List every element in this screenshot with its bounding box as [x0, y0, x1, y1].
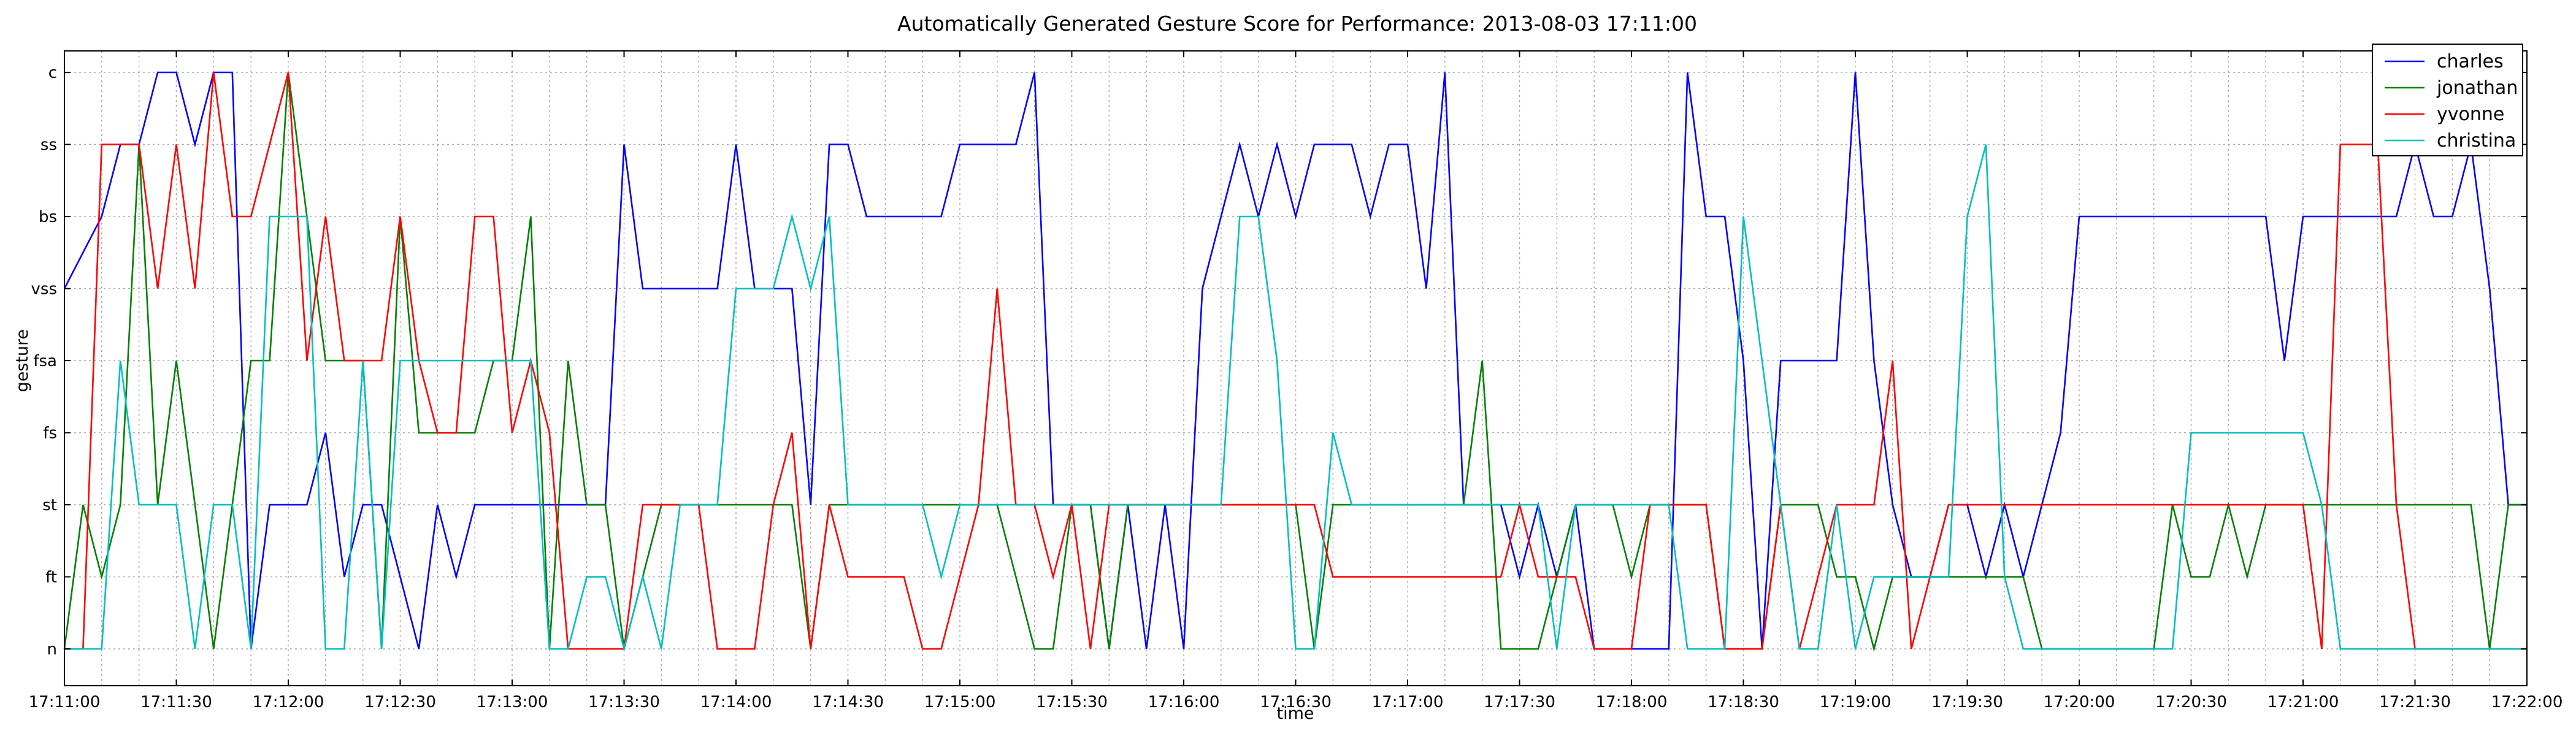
x-tick-label: 17:14:00: [700, 693, 772, 711]
grid-lines: [64, 51, 2527, 686]
x-tick-label: 17:13:30: [588, 693, 660, 711]
x-tick-label: 17:22:00: [2491, 693, 2563, 711]
plot-frame: [64, 50, 2528, 686]
x-tick-label: 17:15:00: [924, 693, 996, 711]
x-tick-label: 17:12:30: [364, 693, 436, 711]
x-tick-label: 17:11:00: [29, 693, 101, 711]
y-tick-label: fsa: [33, 352, 57, 370]
x-tick-label: 17:19:30: [1931, 693, 2003, 711]
y-axis-label: gesture: [13, 329, 32, 393]
y-tick-label: vss: [31, 280, 57, 299]
legend-label-yvonne: yvonne: [2437, 104, 2504, 125]
y-tick-label: fs: [43, 424, 57, 443]
x-axis-label: time: [1276, 704, 1314, 723]
y-tick-label: n: [47, 640, 57, 659]
x-tick-label: 17:15:30: [1036, 693, 1108, 711]
y-tick-label: ft: [45, 569, 57, 587]
x-tick-label: 17:18:30: [1708, 693, 1779, 711]
x-tick-label: 17:17:30: [1484, 693, 1555, 711]
x-tick-label: 17:20:00: [2044, 693, 2115, 711]
x-tick-label: 17:19:00: [1820, 693, 1892, 711]
x-tick-label: 17:18:00: [1596, 693, 1668, 711]
series-line-christina: [64, 144, 2527, 653]
legend-label-charles: charles: [2437, 51, 2504, 72]
x-tick-label: 17:17:00: [1372, 693, 1444, 711]
x-tick-label: 17:16:00: [1148, 693, 1220, 711]
chart-title: Automatically Generated Gesture Score fo…: [897, 12, 1697, 36]
legend-label-christina: christina: [2437, 130, 2516, 151]
legend-box: [2372, 44, 2523, 156]
y-axis-ticks: n ft st fs fsa vss bs ss c: [31, 64, 2527, 659]
x-axis-ticks: 17:11:00 17:11:30 17:12:00 17:12:30 17:13:00…: [29, 51, 2563, 711]
x-tick-label: 17:13:00: [477, 693, 548, 711]
series-line-yvonne: [64, 72, 2527, 650]
x-tick-label: 17:20:30: [2155, 693, 2227, 711]
x-tick-label: 17:12:00: [253, 693, 324, 711]
legend-label-jonathan: jonathan: [2436, 77, 2518, 99]
x-tick-label: 17:16:30: [1260, 693, 1332, 711]
x-tick-label: 17:11:30: [140, 693, 212, 711]
x-tick-label: 17:14:30: [812, 693, 884, 711]
y-tick-label: bs: [39, 208, 57, 226]
x-tick-label: 17:21:00: [2267, 693, 2339, 711]
y-tick-label: c: [48, 64, 57, 82]
y-tick-label: ss: [40, 136, 57, 155]
legend: charles jonathan yvonne christina: [2372, 44, 2523, 156]
series-lines: [63, 71, 2527, 653]
x-tick-label: 17:21:30: [2379, 693, 2451, 711]
y-tick-label: st: [42, 496, 57, 515]
